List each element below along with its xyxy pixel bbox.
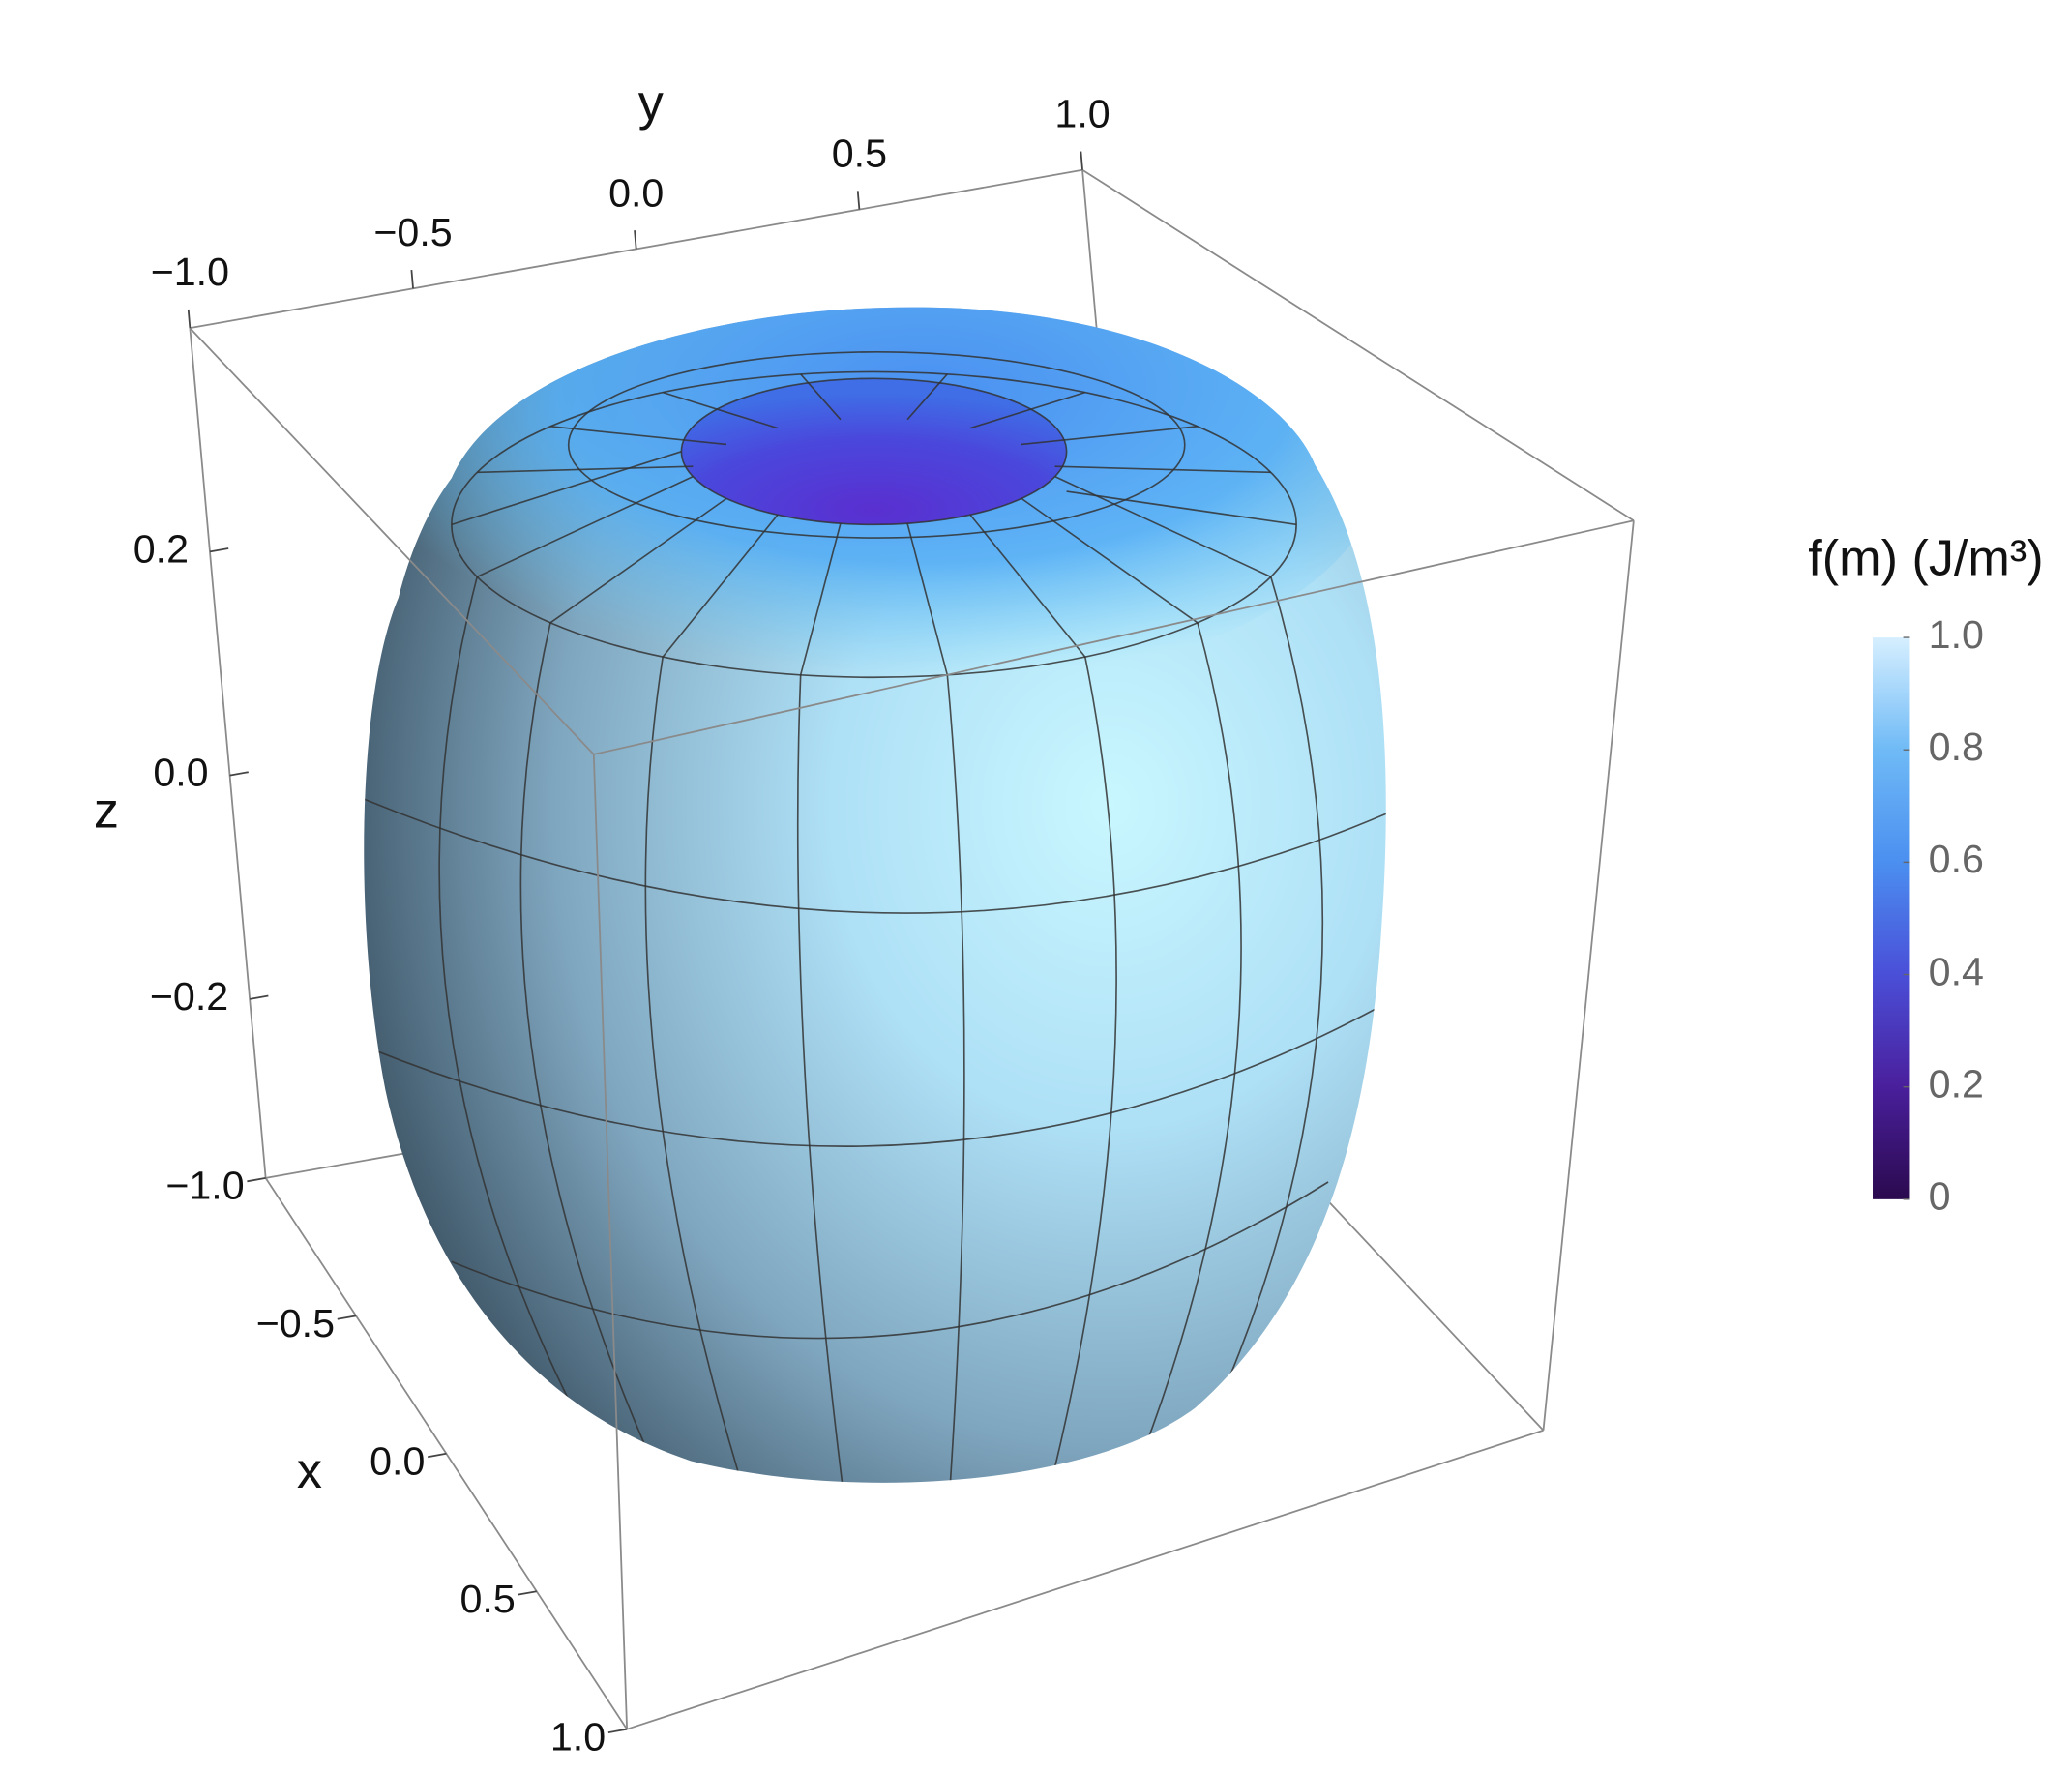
mesh-spoke [800, 373, 842, 421]
mesh-spoke [1021, 426, 1199, 446]
x-tick-label: −1.0 [165, 1164, 244, 1208]
box-edge [1081, 168, 1635, 521]
mesh-spoke [476, 475, 694, 578]
colorbar-tick-label: 0.6 [1929, 837, 1984, 881]
x-tick-label: 0.5 [460, 1577, 516, 1621]
y-tick-label: 1.0 [1054, 92, 1110, 136]
mesh-meridian [946, 674, 965, 1483]
mesh-spoke [799, 522, 842, 676]
y-axis-label: y [638, 75, 664, 132]
mesh-spoke [969, 514, 1086, 658]
colorbar-tick-label: 0.4 [1929, 949, 1984, 993]
mesh-spoke [906, 373, 948, 421]
x-tick-label: −0.5 [256, 1301, 335, 1345]
mesh-spoke [1054, 465, 1271, 474]
colorbar-tick-label: 1.0 [1929, 612, 1984, 657]
mesh-meridian [1129, 622, 1242, 1483]
mesh-spoke [451, 451, 682, 526]
box-edge [593, 519, 1635, 755]
colorbar-tick-label: 0.2 [1929, 1062, 1984, 1107]
z-tick [229, 771, 249, 777]
z-tick [209, 547, 229, 553]
mesh [364, 351, 1386, 1483]
colorbar-tick-label: 0 [1929, 1174, 1951, 1219]
colorbar [1873, 637, 1910, 1199]
mesh-spoke [662, 514, 779, 658]
mesh-spoke [477, 465, 694, 474]
z-tick-label: −0.2 [150, 974, 228, 1019]
mesh-meridian [796, 674, 844, 1483]
mesh-spoke [969, 391, 1086, 429]
surface-hole [681, 378, 1067, 525]
x-tick-label: 1.0 [550, 1715, 606, 1759]
mesh-spoke [549, 426, 727, 446]
y-tick [634, 230, 637, 250]
x-tick [427, 1452, 447, 1459]
y-tick [1080, 151, 1083, 170]
mesh-latitude [364, 796, 1386, 914]
mesh-spoke [1021, 497, 1199, 624]
box-edge [626, 1429, 1544, 1730]
axes: −1.0 −0.5 0.0 0.5 1.0 y 0.2 0.0 −0.2 z −1.0 −0.5 0.0… [94, 75, 2044, 1759]
z-tick-label: 0.2 [133, 526, 189, 571]
y-tick-label: −0.5 [373, 210, 452, 254]
mesh-latitude [451, 1181, 1329, 1340]
box-edge [1542, 520, 1635, 1431]
box-edge [592, 754, 628, 1729]
colorbar-title: f(m) (J/m³) [1808, 531, 2043, 587]
mesh-meridian [644, 656, 745, 1483]
mesh-latitude [371, 1008, 1376, 1147]
mesh-ring [567, 351, 1186, 539]
mesh-meridian [438, 576, 610, 1478]
x-tick [337, 1315, 357, 1320]
colorbar-tick-label: 0.8 [1929, 724, 1984, 769]
box-edge [189, 328, 267, 1178]
x-axis-label: x [297, 1443, 322, 1499]
mesh-spoke [662, 391, 779, 429]
y-tick-label: 0.5 [832, 132, 887, 176]
y-tick-label: 0.0 [608, 170, 664, 215]
mesh-meridian [1182, 576, 1324, 1477]
mesh-meridian [519, 622, 664, 1483]
z-axis-label: z [94, 783, 119, 839]
mesh-spoke [906, 522, 949, 676]
box-edge [189, 327, 595, 755]
x-tick [247, 1177, 266, 1183]
x-tick [518, 1590, 537, 1596]
mesh-spoke [1066, 490, 1297, 526]
y-tick-label: −1.0 [151, 250, 229, 294]
y-tick [410, 269, 414, 289]
x-tick [607, 1728, 628, 1734]
surface [364, 307, 1386, 1483]
mesh-spoke [549, 497, 727, 624]
y-tick [856, 191, 861, 210]
z-tick-label: 0.0 [153, 751, 208, 795]
z-tick [250, 994, 269, 1000]
mesh-meridian [1048, 656, 1117, 1483]
x-tick-label: 0.0 [370, 1439, 425, 1484]
mesh-spoke [1054, 475, 1272, 578]
y-tick [187, 309, 192, 329]
